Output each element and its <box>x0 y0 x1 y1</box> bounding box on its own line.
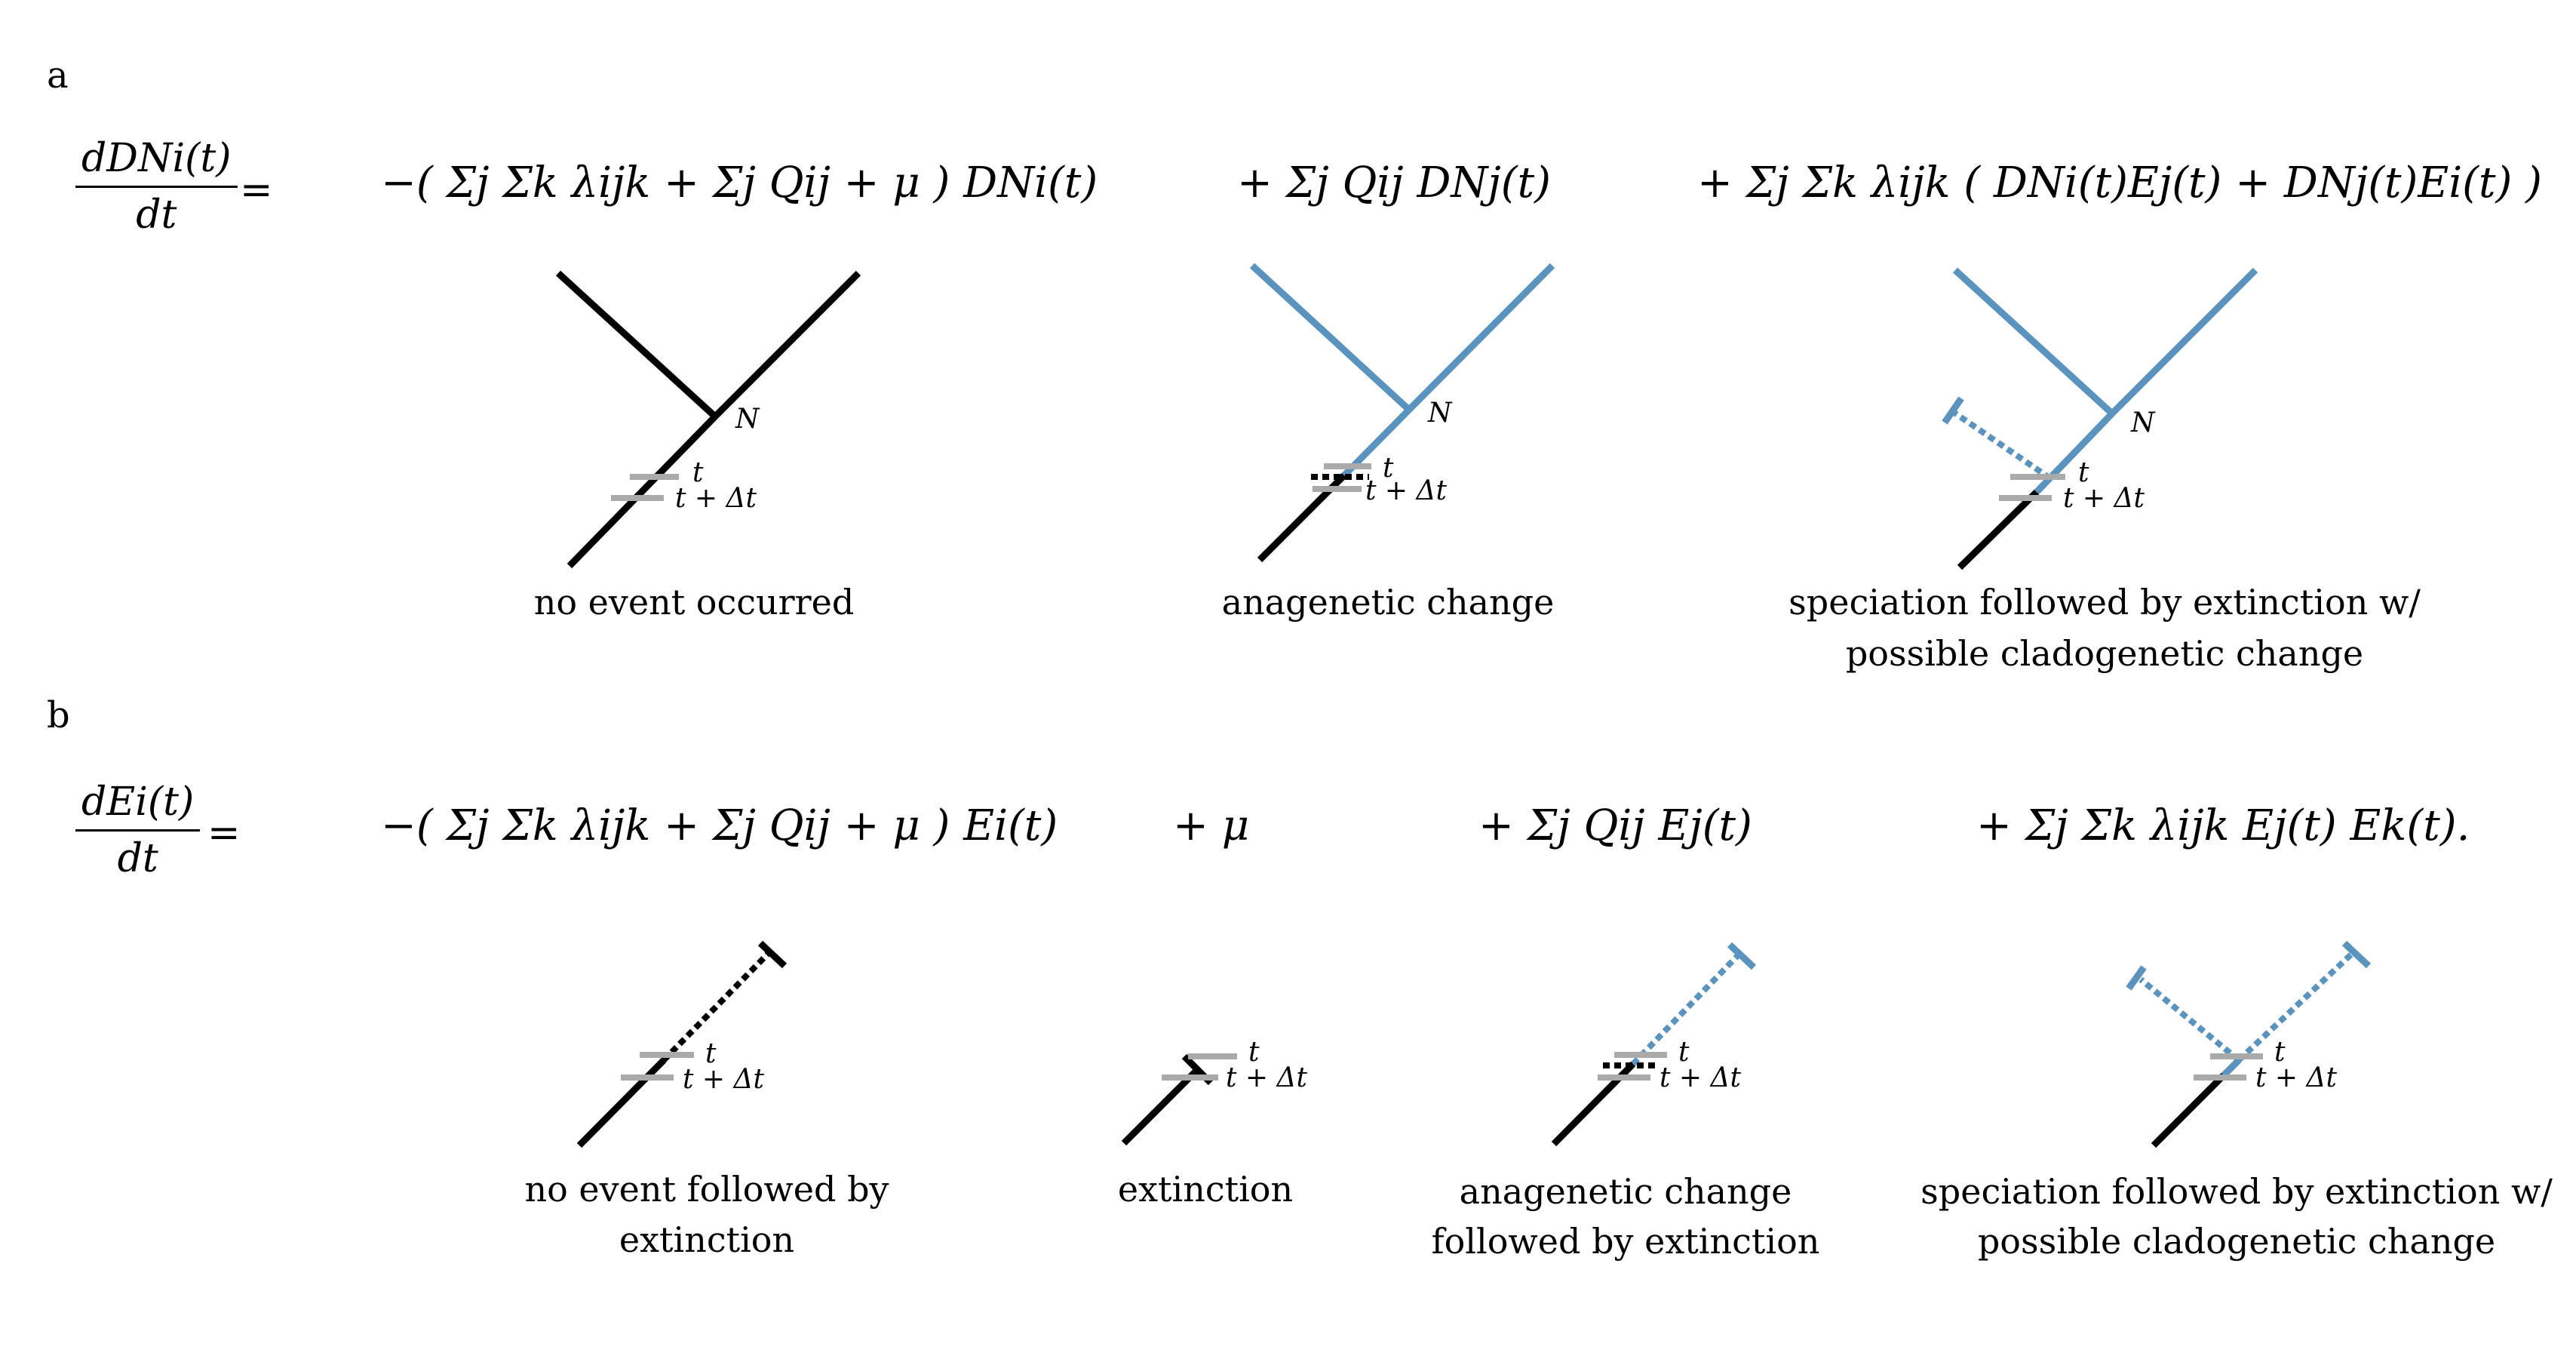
caption-a3-line2: possible cladogenetic change <box>1845 633 2364 674</box>
caption-a2: anagenetic change <box>1221 582 1555 623</box>
term2-b: + μ <box>1173 801 1250 850</box>
right-branch <box>2109 267 2258 417</box>
term1-a: −( Σj Σk λijk + Σj Qij + μ ) DNi(t) <box>381 158 1098 208</box>
caption-b4-line2: possible cladogenetic change <box>1977 1221 2496 1262</box>
term1-b: −( Σj Σk λijk + Σj Qij + μ ) Ei(t) <box>381 801 1058 850</box>
tdt-label-b2: t + Δt <box>1226 1062 1307 1093</box>
tdt-label-b4: t + Δt <box>2255 1062 2337 1093</box>
left-branch <box>1952 267 2115 417</box>
extinct-branch <box>662 950 772 1062</box>
extinct-branch <box>1950 408 2053 481</box>
lhs-fraction-a: dDNi(t) dt <box>75 136 238 238</box>
right-branch <box>712 270 861 420</box>
equals-a: = <box>240 168 273 213</box>
left-extinct-branch <box>2138 976 2241 1063</box>
panel-label-b: b <box>47 694 70 736</box>
lhs-numerator-a: dDNi(t) <box>75 136 238 188</box>
tdt-label-a3: t + Δt <box>2063 483 2145 514</box>
extinction-bar <box>757 940 788 969</box>
t-label-b4: t <box>2274 1037 2286 1068</box>
t-label-a2: t <box>1383 453 1394 484</box>
t-label-a1: t <box>692 457 704 488</box>
left-branch <box>1249 263 1412 413</box>
node-label-a3: N <box>2131 407 2155 438</box>
t-label-b3: t <box>1678 1037 1690 1068</box>
caption-b1-line1: no event followed by <box>524 1169 889 1210</box>
tree-b-anagenetic-extinction <box>1551 942 1757 1147</box>
tree-b-extinction <box>1121 1053 1237 1146</box>
stem-branch <box>576 1057 667 1148</box>
caption-a3-line1: speciation followed by extinction w/ <box>1788 582 2421 623</box>
node-label-a2: N <box>1428 398 1452 429</box>
term4-b: + Σj Σk λijk Ej(t) Ek(t). <box>1976 801 2470 850</box>
caption-b3-line2: followed by extinction <box>1431 1221 1820 1262</box>
left-extinction-bar <box>2126 965 2147 991</box>
stem-branch-black <box>2151 1072 2227 1148</box>
stem-branch <box>1121 1068 1199 1146</box>
tree-a-no-event <box>555 270 861 569</box>
lhs-fraction-b: dEi(t) dt <box>75 779 201 881</box>
right-extinct-branch <box>2237 950 2356 1062</box>
right-extinction-bar <box>2341 940 2372 969</box>
right-branch <box>1406 263 1555 413</box>
panel-label-a: a <box>47 54 69 97</box>
caption-b1-line2: extinction <box>619 1219 795 1260</box>
node-label-a1: N <box>735 404 760 435</box>
extinct-branch <box>1631 952 1741 1066</box>
stem-branch-black <box>1957 489 2040 570</box>
extinction-bar <box>1942 396 1964 425</box>
tree-a-anagenetic <box>1249 263 1555 563</box>
stem-branch-blue <box>2221 1057 2242 1078</box>
equals-b: = <box>207 810 241 856</box>
tdt-label-b1: t + Δt <box>683 1064 764 1095</box>
term3-b: + Σj Qij Ej(t) <box>1478 801 1752 850</box>
term2-a: + Σj Qij DNj(t) <box>1237 158 1551 208</box>
caption-a1: no event occurred <box>533 582 855 623</box>
lhs-denominator-a: dt <box>136 192 177 238</box>
t-label-a3: t <box>2078 457 2089 488</box>
t-label-b2: t <box>1248 1037 1260 1068</box>
extinction-bar <box>1727 942 1757 970</box>
tdt-label-a2: t + Δt <box>1365 475 1447 506</box>
tree-b-no-event-extinction <box>576 940 788 1148</box>
tdt-label-b3: t + Δt <box>1660 1062 1741 1093</box>
lhs-denominator-b: dt <box>117 836 158 881</box>
lhs-numerator-b: dEi(t) <box>75 779 201 832</box>
term3-a: + Σj Σk λijk ( DNi(t)Ej(t) + DNj(t)Ei(t)… <box>1697 158 2543 208</box>
stem-branch <box>566 413 718 569</box>
tree-a-speciation <box>1942 267 2258 570</box>
t-label-b1: t <box>705 1038 717 1069</box>
left-branch <box>555 270 718 420</box>
caption-b4-line1: speciation followed by extinction w/ <box>1920 1171 2553 1212</box>
caption-b3-line1: anagenetic change <box>1459 1171 1792 1212</box>
tdt-label-a1: t + Δt <box>675 483 757 514</box>
tree-b-speciation-extinction <box>2126 940 2372 1148</box>
caption-b2: extinction <box>1117 1169 1294 1210</box>
